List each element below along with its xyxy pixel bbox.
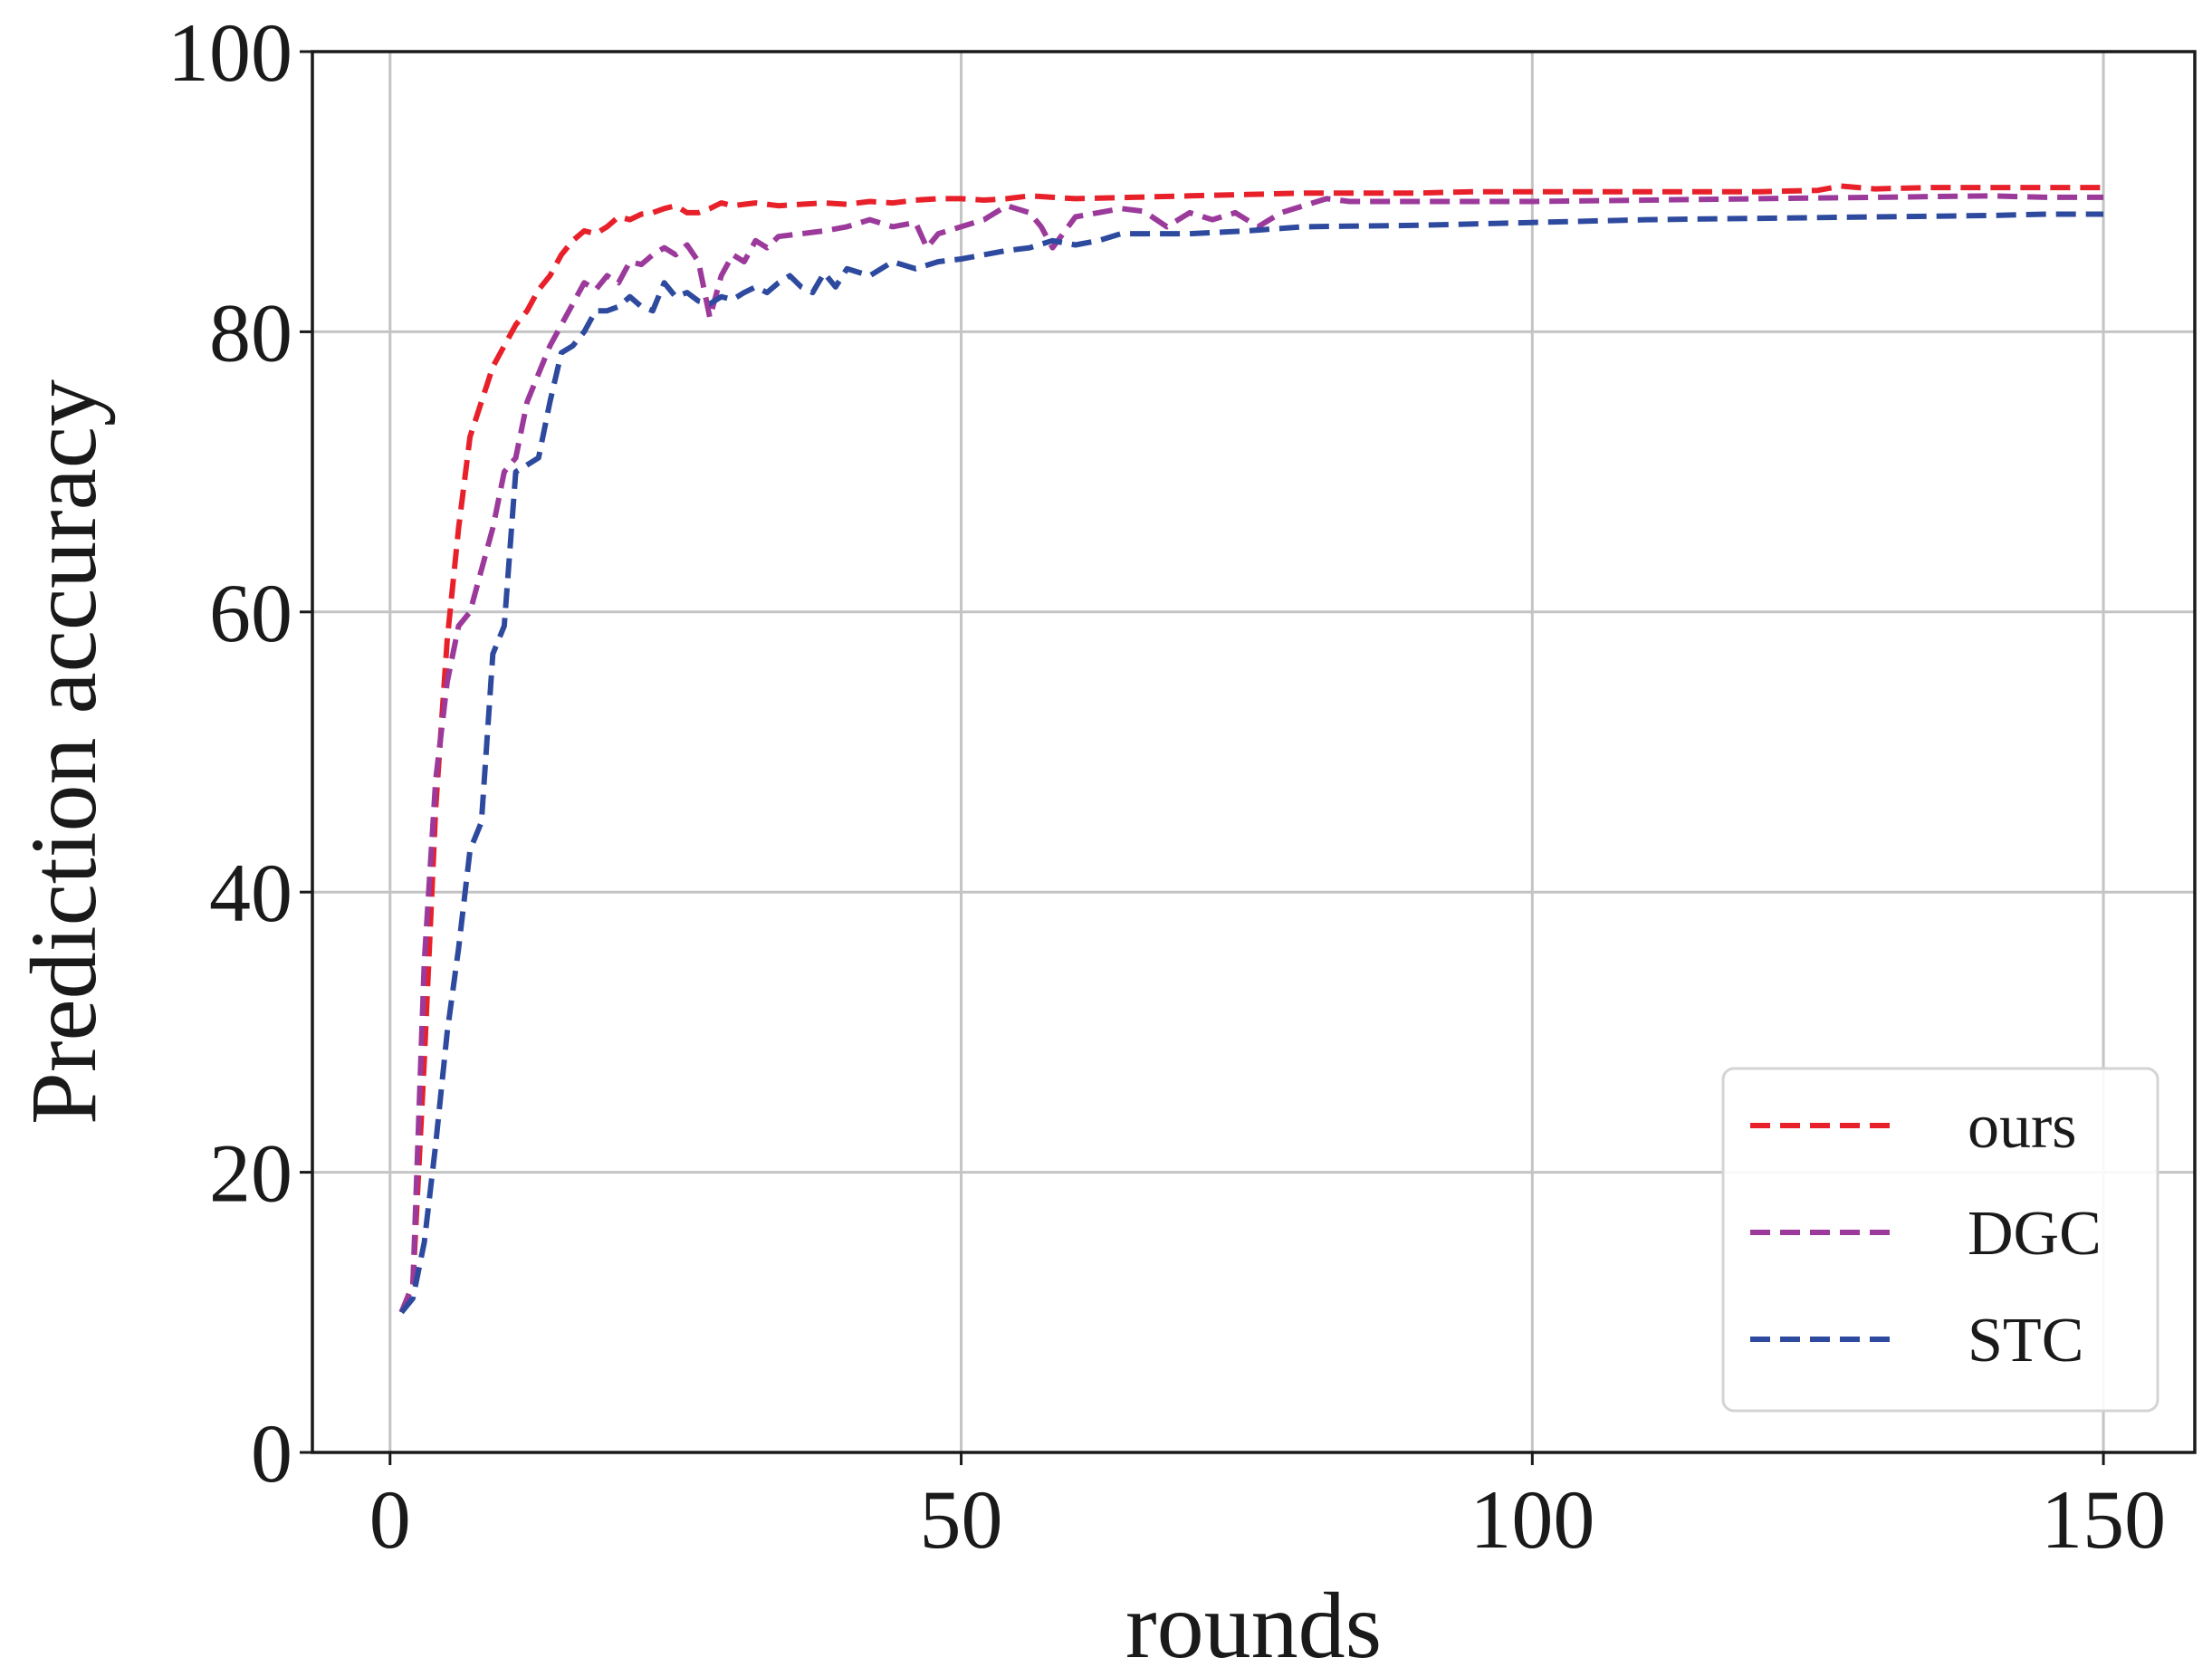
x-tick-label: 0 (369, 1473, 411, 1566)
y-tick-label: 100 (168, 6, 292, 99)
y-tick-label: 80 (209, 286, 292, 379)
legend-label-ours: ours (1968, 1092, 2077, 1162)
plot-area-frame (311, 50, 2197, 1454)
legend-label-stc: STC (1968, 1306, 2083, 1375)
x-tick-label: 100 (1470, 1473, 1594, 1566)
series-lines (398, 183, 2104, 1315)
series-line-dgc (398, 193, 2104, 1314)
tick-labels: 0 50 100 150 0 20 40 60 80 100 (168, 6, 2166, 1566)
x-axis-label: rounds (1125, 1574, 1382, 1677)
series-line-stc (399, 211, 2104, 1315)
legend-box (1721, 1067, 2159, 1413)
y-tick-label: 20 (209, 1127, 292, 1220)
x-tick-label: 150 (2041, 1473, 2166, 1566)
y-axis-label: Prediction accuracy (12, 379, 116, 1125)
y-tick-label: 40 (209, 847, 292, 939)
legend-label-dgc: DGC (1968, 1199, 2102, 1269)
x-tick-label: 50 (920, 1473, 1003, 1566)
y-tick-label: 60 (209, 567, 292, 659)
y-tick-label: 0 (251, 1407, 292, 1500)
series-line-ours (398, 183, 2104, 1314)
legend: ours DGC STC (1721, 1067, 2159, 1413)
